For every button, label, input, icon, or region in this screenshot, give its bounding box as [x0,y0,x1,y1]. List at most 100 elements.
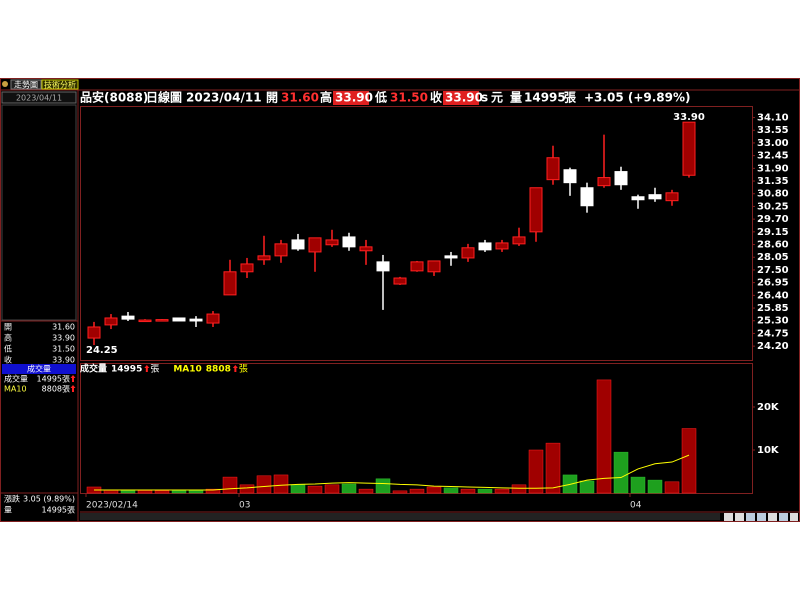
volume-bar [681,428,697,494]
legend-name: MA10 [173,365,201,375]
volume-unit: 張 [564,91,577,105]
y-tick-label: 24.20 [757,341,789,352]
candle-body [631,196,645,201]
volume-bar [137,490,153,494]
y-tick-label: 33.00 [757,138,789,149]
info-value: 33.90 [52,334,75,343]
volume-bar [664,481,680,494]
tool-button[interactable] [735,513,744,521]
candle-body [665,192,679,202]
x-tick-label: 2023/02/14 [86,501,138,511]
tab-label[interactable]: 技術分析 [44,80,76,90]
legend-value: 14995 [111,365,142,375]
up-arrow [232,365,238,372]
candle-body [325,239,339,246]
volume-bar [120,490,136,494]
candle-body [546,157,560,181]
candle-body [682,121,696,176]
open-value: 31.60 [281,91,319,105]
scrollbar[interactable] [80,513,720,520]
y-tick-label: 31.35 [757,176,789,187]
info-label: 開 [4,323,12,332]
volume-bar [647,479,663,494]
volume-info-label: MA10 [4,385,27,394]
y-tick-label: 33.55 [757,125,789,136]
open-label: 開 [266,91,278,105]
y-tick-label: 28.60 [757,240,789,251]
candle-body [648,194,662,200]
high-value: 33.90 [335,91,373,105]
candle-body [240,263,254,273]
app-icon [2,81,8,87]
y-tick-label: 29.15 [757,227,789,238]
candle-body [104,317,118,326]
y-tick-label: 28.05 [757,252,789,263]
y-tick-label: 30.25 [757,201,789,212]
candle-body [410,261,424,272]
info-label: 收 [4,355,12,365]
tool-button[interactable] [790,513,798,521]
tab[interactable] [10,79,42,90]
candle-body [291,239,305,250]
volume-info-value: 8808張 [42,385,70,394]
candle-body [359,246,373,252]
candle-body [614,171,628,186]
y-tick-label: 24.75 [757,328,789,339]
volume-bar [630,476,646,494]
flag: s [481,91,488,105]
tool-button[interactable] [757,513,766,521]
ma-line [94,454,690,491]
y-tick-label: 26.95 [757,278,789,289]
change: +3.05 (+9.89%) [584,91,691,105]
footer-label: 量 [4,506,12,515]
price-frame [80,106,753,361]
info-label: 低 [4,344,12,354]
y-tick-label: 25.30 [757,316,789,327]
panel-box [1,104,77,321]
candle-body [308,237,322,253]
candle-body [512,236,526,245]
tab-active[interactable] [41,79,79,90]
candle-body [393,277,407,285]
tab-label[interactable]: 走勢圖 [14,80,38,90]
volume-bar [613,451,629,494]
date: 2023/04/11 [16,94,62,103]
candle-body [172,317,186,322]
close-value: 33.90 [445,91,483,105]
up-arrow [144,365,150,372]
legend-unit: 張 [239,364,248,375]
y-tick-label: 31.90 [757,163,789,174]
y-tick-label: 27.50 [757,265,789,276]
toolbar [724,513,798,521]
volume-bar [511,484,527,494]
candle-body [563,169,577,184]
y-tick-label: 20K [757,402,780,413]
x-tick-label: 04 [630,501,642,511]
volume-bar [324,484,340,494]
y-tick-label: 26.40 [757,290,789,301]
footer-value: 3.05 (9.89%) [23,495,75,504]
volume-bar [375,478,391,494]
tool-button[interactable] [779,513,788,521]
y-tick-label: 10K [757,445,780,456]
y-tick-label: 30.80 [757,189,789,200]
volume-bar [443,487,459,494]
candle-body [495,242,509,250]
date-box [1,91,77,104]
tool-button[interactable] [746,513,755,521]
volume-label: 量 [510,91,522,105]
volume-bar [154,490,170,494]
tool-button[interactable] [724,513,733,521]
volume-info-label: 成交量 [4,374,28,384]
x-tick-label: 03 [239,501,250,511]
tool-button[interactable] [768,513,777,521]
candle-body [478,242,492,251]
volume-bar [273,474,289,494]
low-label: 24.25 [86,345,118,356]
volume-bar [205,488,221,494]
volume-bar [494,488,510,494]
legend-name: 成交量 [80,363,107,375]
info-label: 高 [4,333,12,343]
volume-bar [222,476,238,494]
